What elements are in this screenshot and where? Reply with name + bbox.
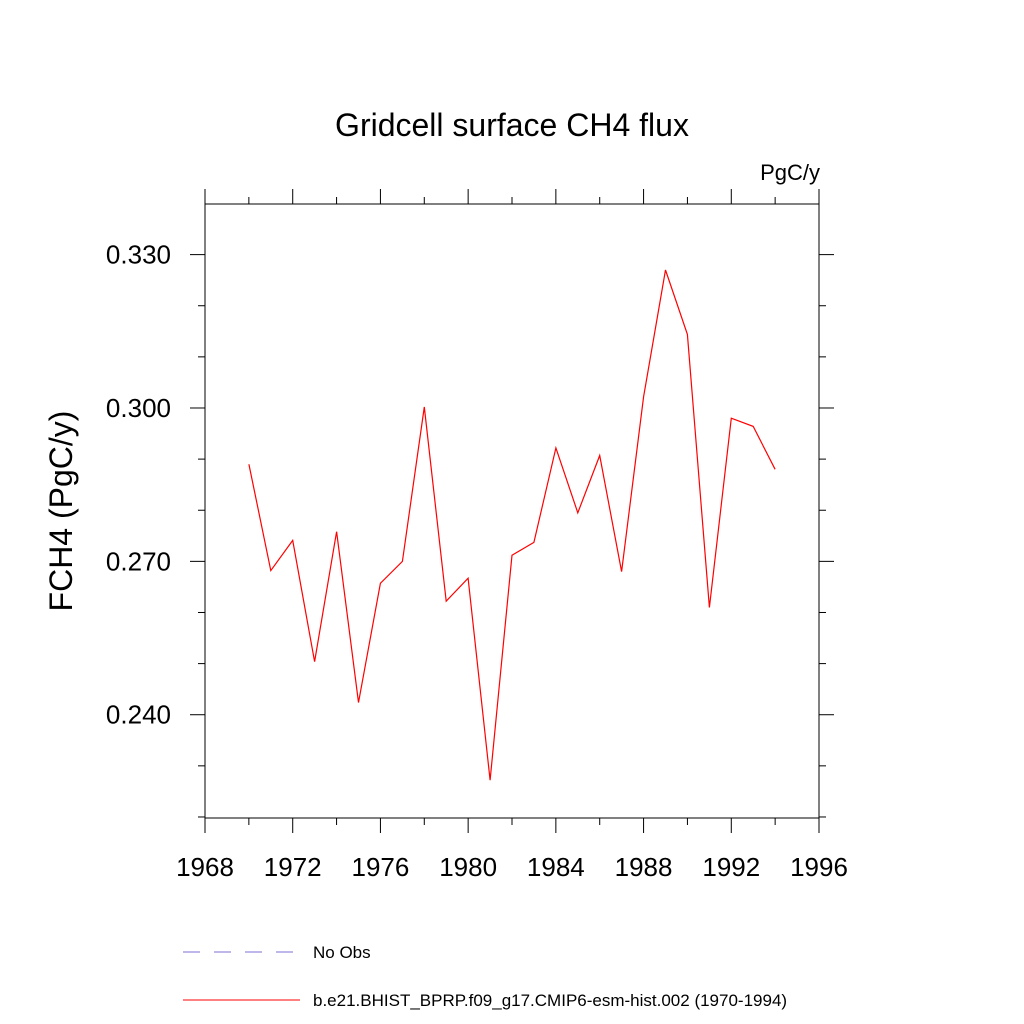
series-layer [248, 269, 776, 781]
chart-title: Gridcell surface CH4 flux [335, 107, 689, 143]
plot-frame [204, 203, 820, 819]
x-tick-label: 1968 [176, 852, 234, 882]
y-tick-label: 0.330 [106, 240, 171, 270]
x-tick-label: 1984 [527, 852, 585, 882]
axis-tick-labels: 1968 1972 1976 1980 1984 1988 1992 1996 0.240 0.2… [106, 240, 848, 882]
legend: No Obs b.e21.BHIST_BPRP.f09_g17.CMIP6-esm… [183, 943, 787, 1010]
axis-ticks [190, 189, 834, 833]
x-tick-label: 1988 [615, 852, 673, 882]
legend-label: No Obs [313, 943, 371, 962]
y-tick-label: 0.240 [106, 700, 171, 730]
x-tick-label: 1980 [439, 852, 497, 882]
y-tick-label: 0.270 [106, 546, 171, 576]
x-tick-label: 1992 [702, 852, 760, 882]
legend-label: b.e21.BHIST_BPRP.f09_g17.CMIP6-esm-hist.… [313, 991, 787, 1010]
series-line [248, 269, 776, 781]
y-axis-label: FCH4 (PgC/y) [43, 411, 79, 612]
y-tick-label: 0.300 [106, 393, 171, 423]
x-tick-label: 1976 [352, 852, 410, 882]
x-tick-label: 1996 [790, 852, 848, 882]
units-label: PgC/y [760, 160, 820, 185]
x-tick-label: 1972 [264, 852, 322, 882]
